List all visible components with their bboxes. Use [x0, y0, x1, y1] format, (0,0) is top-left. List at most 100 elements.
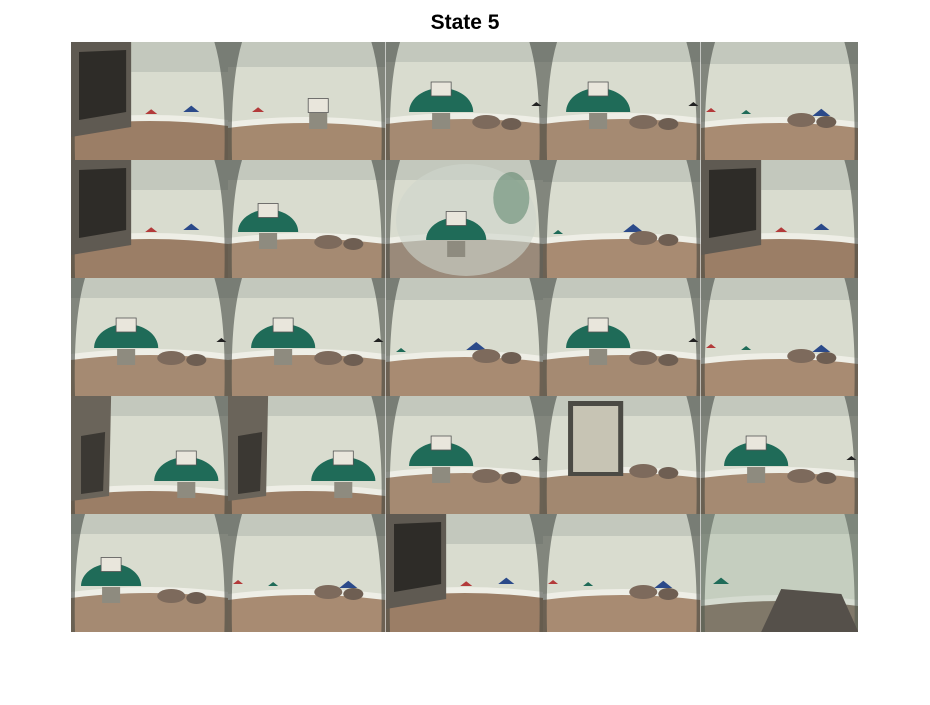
camera-frame [543, 42, 701, 160]
blue-triangle-marker [498, 577, 515, 584]
brown-object [786, 113, 815, 127]
baseboard [228, 117, 386, 128]
green-dome-marker [566, 324, 631, 348]
camera-frame-image [385, 514, 544, 632]
lens-vignette-left [228, 42, 243, 160]
floor [543, 593, 701, 632]
shelf-opening [79, 168, 127, 238]
paper-tag [333, 450, 355, 466]
shelf-opening [238, 432, 263, 494]
camera-frame [700, 514, 858, 632]
brown-object [629, 231, 658, 245]
lens-vignette-right [529, 42, 544, 160]
baseboard [385, 113, 544, 124]
shelf-opening [81, 432, 106, 494]
camera-frame-image [71, 396, 229, 514]
dark-marker [531, 456, 542, 460]
camera-frame-image [700, 42, 858, 160]
dark-marker [531, 102, 542, 106]
lens-vignette-right [686, 160, 701, 278]
stand-block [102, 587, 121, 603]
camera-frame [228, 396, 386, 514]
brown-object [314, 235, 343, 249]
baseboard [543, 349, 701, 360]
lens-vignette-right [371, 396, 386, 514]
red-marker [252, 107, 265, 112]
green-dome-marker [425, 217, 487, 240]
wall-shadow [543, 42, 701, 62]
dark-marker [373, 338, 384, 342]
green-dome-marker [238, 209, 299, 232]
floor [385, 355, 544, 396]
floor [543, 471, 701, 514]
paper-tag [100, 557, 122, 572]
baseboard [543, 113, 701, 124]
blue-triangle-marker [465, 342, 487, 350]
lens-vignette-left [543, 160, 558, 278]
shelf-opening [708, 168, 756, 238]
camera-frame-image [228, 514, 386, 632]
camera-frame [228, 42, 386, 160]
stand-block [431, 467, 450, 483]
camera-frame-image [543, 160, 701, 278]
wall-shadow [543, 160, 701, 182]
green-dome-marker [311, 457, 376, 481]
blue-triangle-marker [623, 224, 644, 232]
paper-tag [587, 81, 609, 97]
camera-frame [700, 160, 858, 278]
lens-vignette-right [371, 42, 386, 160]
stand-block [431, 113, 450, 129]
wall-shadow [71, 514, 229, 534]
camera-frame-image [228, 278, 386, 396]
green-marker [583, 582, 594, 586]
camera-frame-image [385, 160, 544, 278]
camera-frame [543, 160, 701, 278]
blue-triangle-marker [811, 344, 830, 352]
lens-vignette-left [700, 514, 715, 632]
lens-vignette-left [700, 396, 715, 514]
baseboard [71, 349, 229, 360]
lens-vignette-right [371, 514, 386, 632]
paper-tag [258, 203, 279, 218]
floor [700, 121, 858, 160]
brown-object [343, 238, 364, 250]
lens-vignette-left [543, 514, 558, 632]
paper-tag [273, 317, 294, 333]
brown-object [471, 469, 501, 483]
dark-object [760, 589, 858, 632]
lens-vignette-left [385, 42, 400, 160]
lens-vignette-right [371, 278, 386, 396]
stand-block [309, 113, 328, 129]
wall-shadow [700, 42, 858, 64]
brown-object [501, 118, 522, 130]
lens-vignette-left [700, 42, 715, 160]
brown-object [658, 354, 679, 366]
brown-object [629, 464, 658, 478]
stand-block [589, 113, 608, 129]
paper-tag [445, 211, 467, 226]
lens-vignette-left [228, 160, 243, 278]
floor [543, 237, 701, 278]
brown-object [186, 592, 207, 604]
red-marker [774, 227, 787, 232]
floor [228, 121, 386, 160]
baseboard [228, 349, 386, 360]
green-marker [712, 577, 729, 584]
lens-vignette-left [71, 278, 86, 396]
green-marker [268, 582, 279, 586]
wall-shadow [228, 42, 386, 67]
lens-vignette-right [214, 514, 229, 632]
wall-shadow [385, 396, 544, 416]
camera-frame-image [385, 42, 544, 160]
red-marker [233, 580, 244, 584]
brown-object [658, 588, 679, 600]
green-marker [553, 230, 564, 234]
shelf-opening [393, 522, 441, 592]
lens-vignette-right [214, 42, 229, 160]
camera-frame-image [700, 514, 858, 632]
paper-tag [115, 317, 137, 333]
camera-frame [228, 278, 386, 396]
blue-triangle-marker [654, 580, 673, 588]
stand-block [746, 467, 765, 483]
wall-shadow [228, 514, 386, 536]
